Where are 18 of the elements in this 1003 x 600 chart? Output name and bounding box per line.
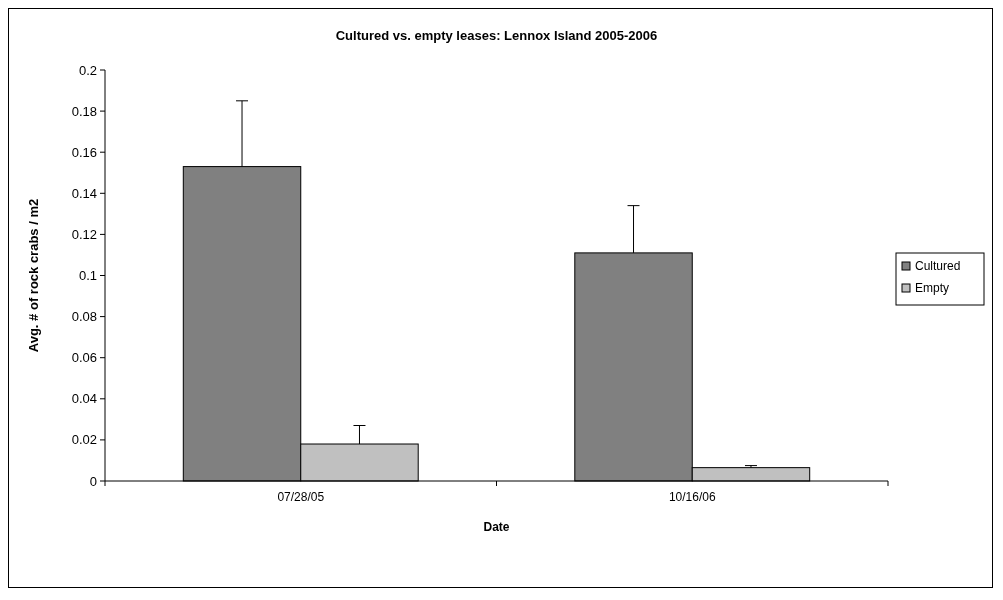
legend-label: Empty xyxy=(915,281,950,296)
y-axis-title: Avg. # of rock crabs / m2 xyxy=(26,198,41,353)
y-tick-label: 0.1 xyxy=(78,268,97,284)
y-tick-label: 0.18 xyxy=(71,103,97,119)
y-tick-label: 0.12 xyxy=(71,226,97,242)
y-tick-label: 0.08 xyxy=(71,309,97,325)
y-tick-label: 0.14 xyxy=(71,185,97,201)
x-axis-title: Date xyxy=(483,520,510,534)
legend-label: Cultured xyxy=(915,259,961,274)
y-tick-label: 0.04 xyxy=(71,391,97,407)
y-tick-label: 0.16 xyxy=(71,144,97,160)
chart-title: Cultured vs. empty leases: Lennox Island 2005-2006 xyxy=(335,28,658,43)
y-tick-label: 0.2 xyxy=(78,62,97,78)
x-tick-label: 07/28/05 xyxy=(277,490,325,504)
x-tick-label: 10/16/06 xyxy=(668,490,716,504)
y-tick-label: 0.06 xyxy=(71,350,97,366)
y-tick-label: 0 xyxy=(89,473,97,489)
y-tick-label: 0.02 xyxy=(71,432,97,448)
